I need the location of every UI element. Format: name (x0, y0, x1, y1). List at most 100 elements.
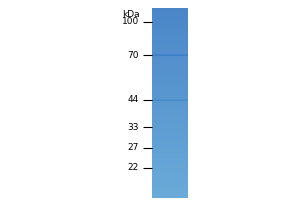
Bar (152, 30, 188, 31)
Bar (152, 178, 188, 179)
Bar (152, 136, 188, 137)
Bar (152, 118, 188, 119)
Bar (152, 124, 188, 125)
Bar (152, 108, 188, 109)
Bar (152, 140, 188, 141)
Bar (152, 194, 188, 195)
Bar (152, 149, 188, 150)
Bar (152, 179, 188, 180)
Bar (152, 99, 188, 100)
Bar (152, 119, 188, 120)
Bar (152, 13, 188, 14)
Bar (152, 72, 188, 73)
Bar (152, 158, 188, 159)
Bar (152, 171, 188, 172)
Bar (152, 51, 188, 52)
Bar (152, 146, 188, 147)
Bar (152, 93, 188, 94)
Bar (152, 193, 188, 194)
Bar (152, 50, 188, 51)
Bar (152, 8, 188, 9)
Bar (152, 13, 188, 14)
Bar (152, 44, 188, 45)
Bar (152, 37, 188, 38)
Bar (152, 185, 188, 186)
Bar (152, 70, 188, 71)
Bar (152, 94, 188, 95)
Bar (152, 159, 188, 160)
Bar (152, 105, 188, 106)
Bar (152, 100, 188, 101)
Bar (152, 53, 188, 54)
Bar (152, 40, 188, 41)
Bar (152, 182, 188, 183)
Bar (152, 186, 188, 187)
Bar (152, 137, 188, 138)
Bar (152, 161, 188, 162)
Bar (152, 147, 188, 148)
Bar (152, 110, 188, 111)
Bar (152, 169, 188, 170)
Bar (152, 87, 188, 88)
Bar (152, 129, 188, 130)
Bar (152, 122, 188, 123)
Bar (152, 81, 188, 82)
Bar (152, 134, 188, 135)
Bar (152, 57, 188, 58)
Bar (152, 141, 188, 142)
Bar (152, 144, 188, 145)
Bar (152, 140, 188, 141)
Bar (152, 81, 188, 82)
Bar (152, 183, 188, 184)
Bar (152, 48, 188, 49)
Bar (152, 42, 188, 43)
Bar (152, 70, 188, 71)
Bar (152, 119, 188, 120)
Bar (152, 54, 188, 55)
Bar (152, 155, 188, 156)
Bar (152, 27, 188, 28)
Bar (152, 127, 188, 128)
Bar (152, 80, 188, 81)
Bar (152, 167, 188, 168)
Bar (152, 99, 188, 100)
Bar (152, 138, 188, 139)
Bar (152, 87, 188, 88)
Bar (152, 14, 188, 15)
Bar (152, 69, 188, 70)
Bar (152, 41, 188, 42)
Bar (152, 55, 188, 56)
Bar (152, 128, 188, 129)
Bar (152, 133, 188, 134)
Text: 44: 44 (128, 96, 139, 104)
Bar (152, 46, 188, 47)
Bar (152, 55, 188, 56)
Bar (152, 107, 188, 108)
Bar (152, 96, 188, 97)
Bar (152, 144, 188, 145)
Bar (152, 41, 188, 42)
Bar (152, 161, 188, 162)
Bar (152, 12, 188, 13)
Bar (152, 168, 188, 169)
Bar (152, 45, 188, 46)
Bar (152, 77, 188, 78)
Bar (152, 11, 188, 12)
Bar (152, 112, 188, 113)
Bar (152, 153, 188, 154)
Bar (152, 107, 188, 108)
Bar (152, 30, 188, 31)
Bar (152, 12, 188, 13)
Bar (152, 85, 188, 86)
Bar (152, 49, 188, 50)
Bar (152, 72, 188, 73)
Bar (152, 150, 188, 151)
Bar (152, 57, 188, 58)
Bar (152, 56, 188, 57)
Bar (152, 99, 188, 100)
Bar (152, 23, 188, 24)
Bar (152, 171, 188, 172)
Bar (152, 74, 188, 75)
Bar (152, 167, 188, 168)
Bar (152, 65, 188, 66)
